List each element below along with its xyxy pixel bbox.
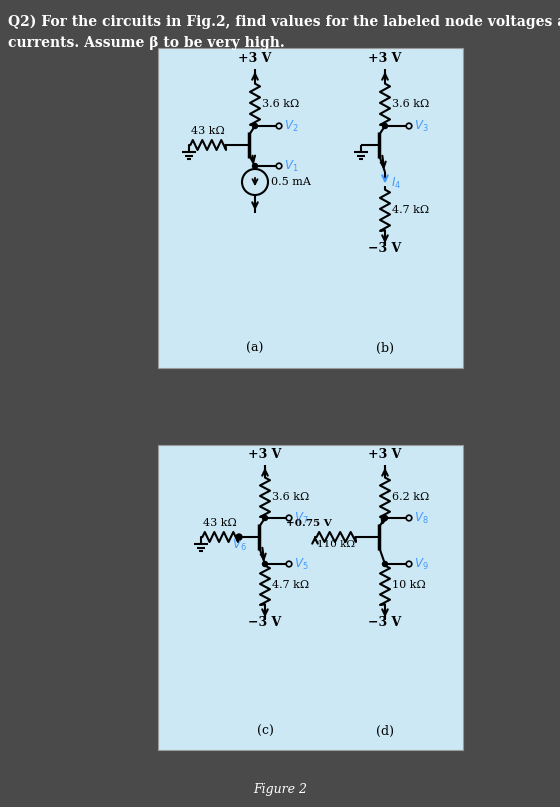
- Text: $V_2$: $V_2$: [284, 119, 298, 133]
- Circle shape: [382, 516, 388, 521]
- Circle shape: [382, 562, 388, 567]
- Text: $V_9$: $V_9$: [414, 557, 428, 571]
- Text: +3 V: +3 V: [368, 448, 402, 461]
- Text: 110 kΩ: 110 kΩ: [317, 540, 355, 549]
- Text: $V_1$: $V_1$: [284, 158, 298, 174]
- Circle shape: [263, 516, 268, 521]
- Text: 43 kΩ: 43 kΩ: [203, 518, 237, 528]
- Text: (b): (b): [376, 342, 394, 355]
- Text: $V_7$: $V_7$: [294, 511, 309, 525]
- Text: $V_3$: $V_3$: [414, 119, 428, 133]
- Text: 4.7 kΩ: 4.7 kΩ: [392, 205, 429, 215]
- Text: −3 V: −3 V: [368, 242, 402, 255]
- Text: $V_8$: $V_8$: [414, 511, 428, 525]
- Text: 3.6 kΩ: 3.6 kΩ: [392, 99, 430, 109]
- Text: (a): (a): [246, 342, 264, 355]
- Text: $V_6$: $V_6$: [232, 538, 246, 553]
- Text: +3 V: +3 V: [248, 448, 282, 461]
- Text: 4.7 kΩ: 4.7 kΩ: [272, 580, 309, 590]
- FancyBboxPatch shape: [158, 445, 463, 750]
- Text: +3 V: +3 V: [239, 52, 272, 65]
- Text: $I_4$: $I_4$: [391, 175, 401, 190]
- Text: 3.6 kΩ: 3.6 kΩ: [272, 492, 309, 502]
- Text: −3 V: −3 V: [368, 616, 402, 629]
- Text: (d): (d): [376, 725, 394, 738]
- Text: (c): (c): [256, 725, 273, 738]
- Text: 43 kΩ: 43 kΩ: [191, 126, 225, 136]
- Text: $V_5$: $V_5$: [294, 557, 309, 571]
- FancyBboxPatch shape: [158, 48, 463, 368]
- Text: +3 V: +3 V: [368, 52, 402, 65]
- Circle shape: [253, 123, 258, 128]
- Text: +0.75 V: +0.75 V: [286, 519, 332, 528]
- Text: −3 V: −3 V: [249, 616, 282, 629]
- Text: Figure 2: Figure 2: [253, 783, 307, 796]
- Text: Q2) For the circuits in Fig.2, find values for the labeled node voltages and bra: Q2) For the circuits in Fig.2, find valu…: [8, 15, 560, 50]
- Text: 0.5 mA: 0.5 mA: [271, 177, 311, 187]
- Text: 3.6 kΩ: 3.6 kΩ: [262, 99, 299, 109]
- Circle shape: [236, 534, 242, 540]
- Circle shape: [263, 562, 268, 567]
- Circle shape: [382, 123, 388, 128]
- Circle shape: [253, 164, 258, 169]
- Text: 10 kΩ: 10 kΩ: [392, 580, 426, 590]
- Text: 6.2 kΩ: 6.2 kΩ: [392, 492, 430, 502]
